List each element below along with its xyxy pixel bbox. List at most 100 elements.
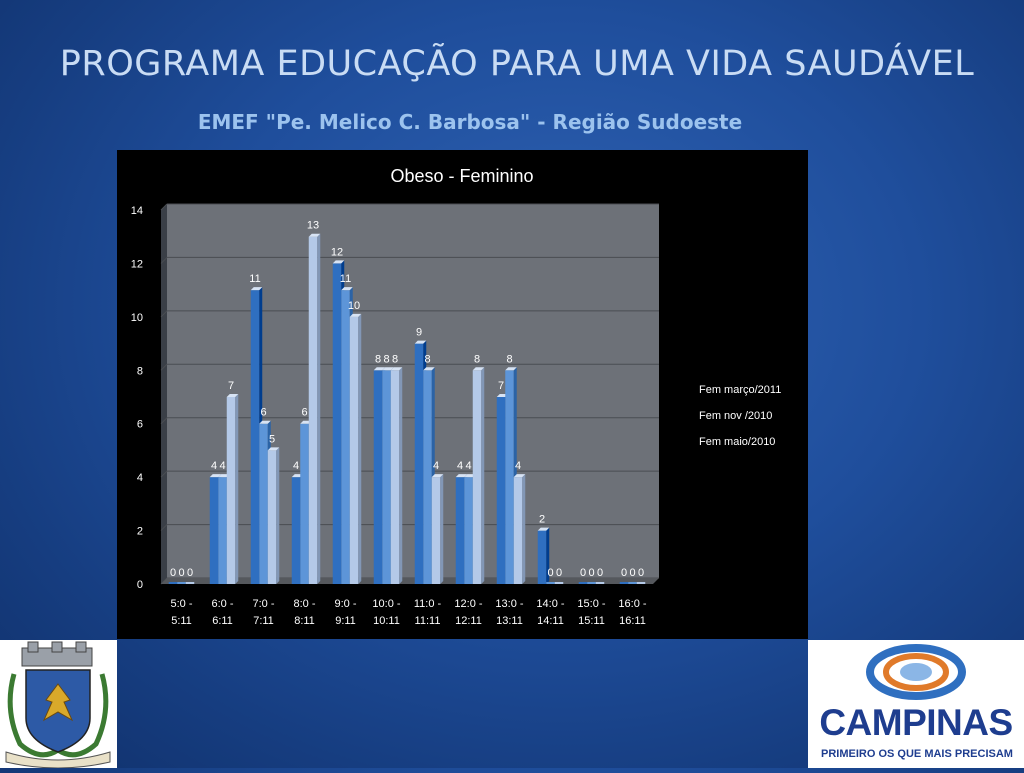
bar-top <box>259 420 271 424</box>
data-label: 0 <box>621 567 627 579</box>
x-tick-label: 16:0 - <box>618 598 646 610</box>
legend-entry: Fem nov /2010 <box>699 410 772 422</box>
x-tick-label: 8:0 - <box>293 598 315 610</box>
bar-top <box>455 474 468 478</box>
bar <box>177 582 186 584</box>
bar <box>382 370 391 584</box>
slide-subtitle: EMEF "Pe. Melico C. Barbosa" - Região Su… <box>197 110 743 134</box>
bar-top <box>349 313 362 317</box>
data-label: 6 <box>260 407 266 419</box>
x-tick-label: 14:0 - <box>536 598 564 610</box>
bar <box>291 477 301 584</box>
data-label: 8 <box>506 353 512 365</box>
y-tick-label: 12 <box>131 258 143 270</box>
x-tick-label: 16:11 <box>619 615 646 627</box>
bar <box>578 582 588 584</box>
y-tick-label: 0 <box>137 579 143 591</box>
coat-of-arms-logo <box>0 640 117 769</box>
data-label: 8 <box>383 353 389 365</box>
data-label: 11 <box>340 273 351 285</box>
bar <box>300 423 309 584</box>
x-tick-label: 10:11 <box>373 615 400 627</box>
bar-side <box>358 313 362 584</box>
x-tick-label: 11:11 <box>415 615 441 627</box>
data-label: 0 <box>580 567 586 579</box>
data-label: 4 <box>211 460 217 472</box>
x-tick-label: 9:0 - <box>334 598 356 610</box>
bar <box>455 477 465 584</box>
bar-side <box>546 527 550 584</box>
bar-side <box>399 367 403 584</box>
bar-top <box>513 474 526 478</box>
data-label: 0 <box>187 567 193 579</box>
data-label: 12 <box>331 246 343 258</box>
gridline-depth <box>160 363 168 371</box>
campinas-logo: CAMPINAS PRIMEIRO OS QUE MAIS PRECISAM <box>808 640 1024 768</box>
data-label: 13 <box>307 220 319 232</box>
bar <box>554 582 564 584</box>
bar <box>464 477 473 584</box>
bar-top <box>250 287 263 291</box>
bar <box>308 236 318 584</box>
data-label: 0 <box>170 567 176 579</box>
bar-top <box>267 447 280 451</box>
x-tick-label: 9:11 <box>335 615 356 627</box>
x-tick-label: 12:11 <box>455 615 482 627</box>
bar <box>209 477 219 584</box>
x-tick-label: 15:0 - <box>577 598 605 610</box>
data-label: 2 <box>539 514 545 526</box>
bar-side <box>481 367 485 584</box>
bar <box>250 290 260 584</box>
data-label: 4 <box>293 460 299 472</box>
data-label: 4 <box>433 460 439 472</box>
bar <box>259 423 268 584</box>
x-tick-label: 6:0 - <box>211 598 233 610</box>
bar <box>496 397 506 584</box>
chart-title: Obeso - Feminino <box>390 166 533 186</box>
x-tick-label: 15:11 <box>578 615 605 627</box>
bar <box>267 450 277 584</box>
gridline-depth <box>160 417 168 425</box>
data-label: 7 <box>228 380 234 392</box>
bar <box>537 530 547 584</box>
gridline-depth <box>160 257 168 264</box>
bar <box>595 582 605 584</box>
legend-entry: Fem maio/2010 <box>699 436 775 448</box>
bar-top <box>390 367 403 371</box>
bar-top <box>472 367 485 371</box>
bar-top <box>382 367 394 371</box>
x-tick-label: 5:11 <box>171 615 192 627</box>
bar-top <box>332 260 345 264</box>
campinas-wordmark: CAMPINAS <box>819 702 1013 743</box>
data-label: 4 <box>465 460 471 472</box>
data-label: 9 <box>416 327 422 339</box>
slide-title: PROGRAMA EDUCAÇÃO PARA UMA VIDA SAUDÁVEL <box>59 44 975 84</box>
x-tick-label: 7:11 <box>253 615 274 627</box>
data-label: 8 <box>375 353 381 365</box>
gridline-depth <box>160 470 168 478</box>
bar-side <box>276 447 280 584</box>
bar <box>185 582 195 584</box>
x-tick-label: 12:0 - <box>454 598 482 610</box>
bar <box>636 582 646 584</box>
bar <box>332 263 342 584</box>
data-label: 8 <box>424 353 430 365</box>
data-label: 0 <box>597 567 603 579</box>
bar-top <box>414 340 427 344</box>
bar-top <box>423 367 435 371</box>
data-label: 6 <box>301 407 307 419</box>
bar <box>168 582 178 584</box>
chart-container: 0 2 4 6 8 10 12 14 Obeso - Feminino 0 0 0 5:0 -5:11 4… <box>117 150 808 639</box>
bar-side <box>440 474 444 584</box>
side-wall <box>161 204 167 584</box>
data-label: 0 <box>629 567 635 579</box>
data-label: 0 <box>547 567 553 579</box>
bar <box>431 477 441 584</box>
data-label: 0 <box>588 567 594 579</box>
bar <box>505 370 514 584</box>
bar <box>628 582 637 584</box>
bar <box>341 290 350 584</box>
bar-top <box>341 287 353 291</box>
bar-top <box>373 367 386 371</box>
bar <box>226 397 236 584</box>
